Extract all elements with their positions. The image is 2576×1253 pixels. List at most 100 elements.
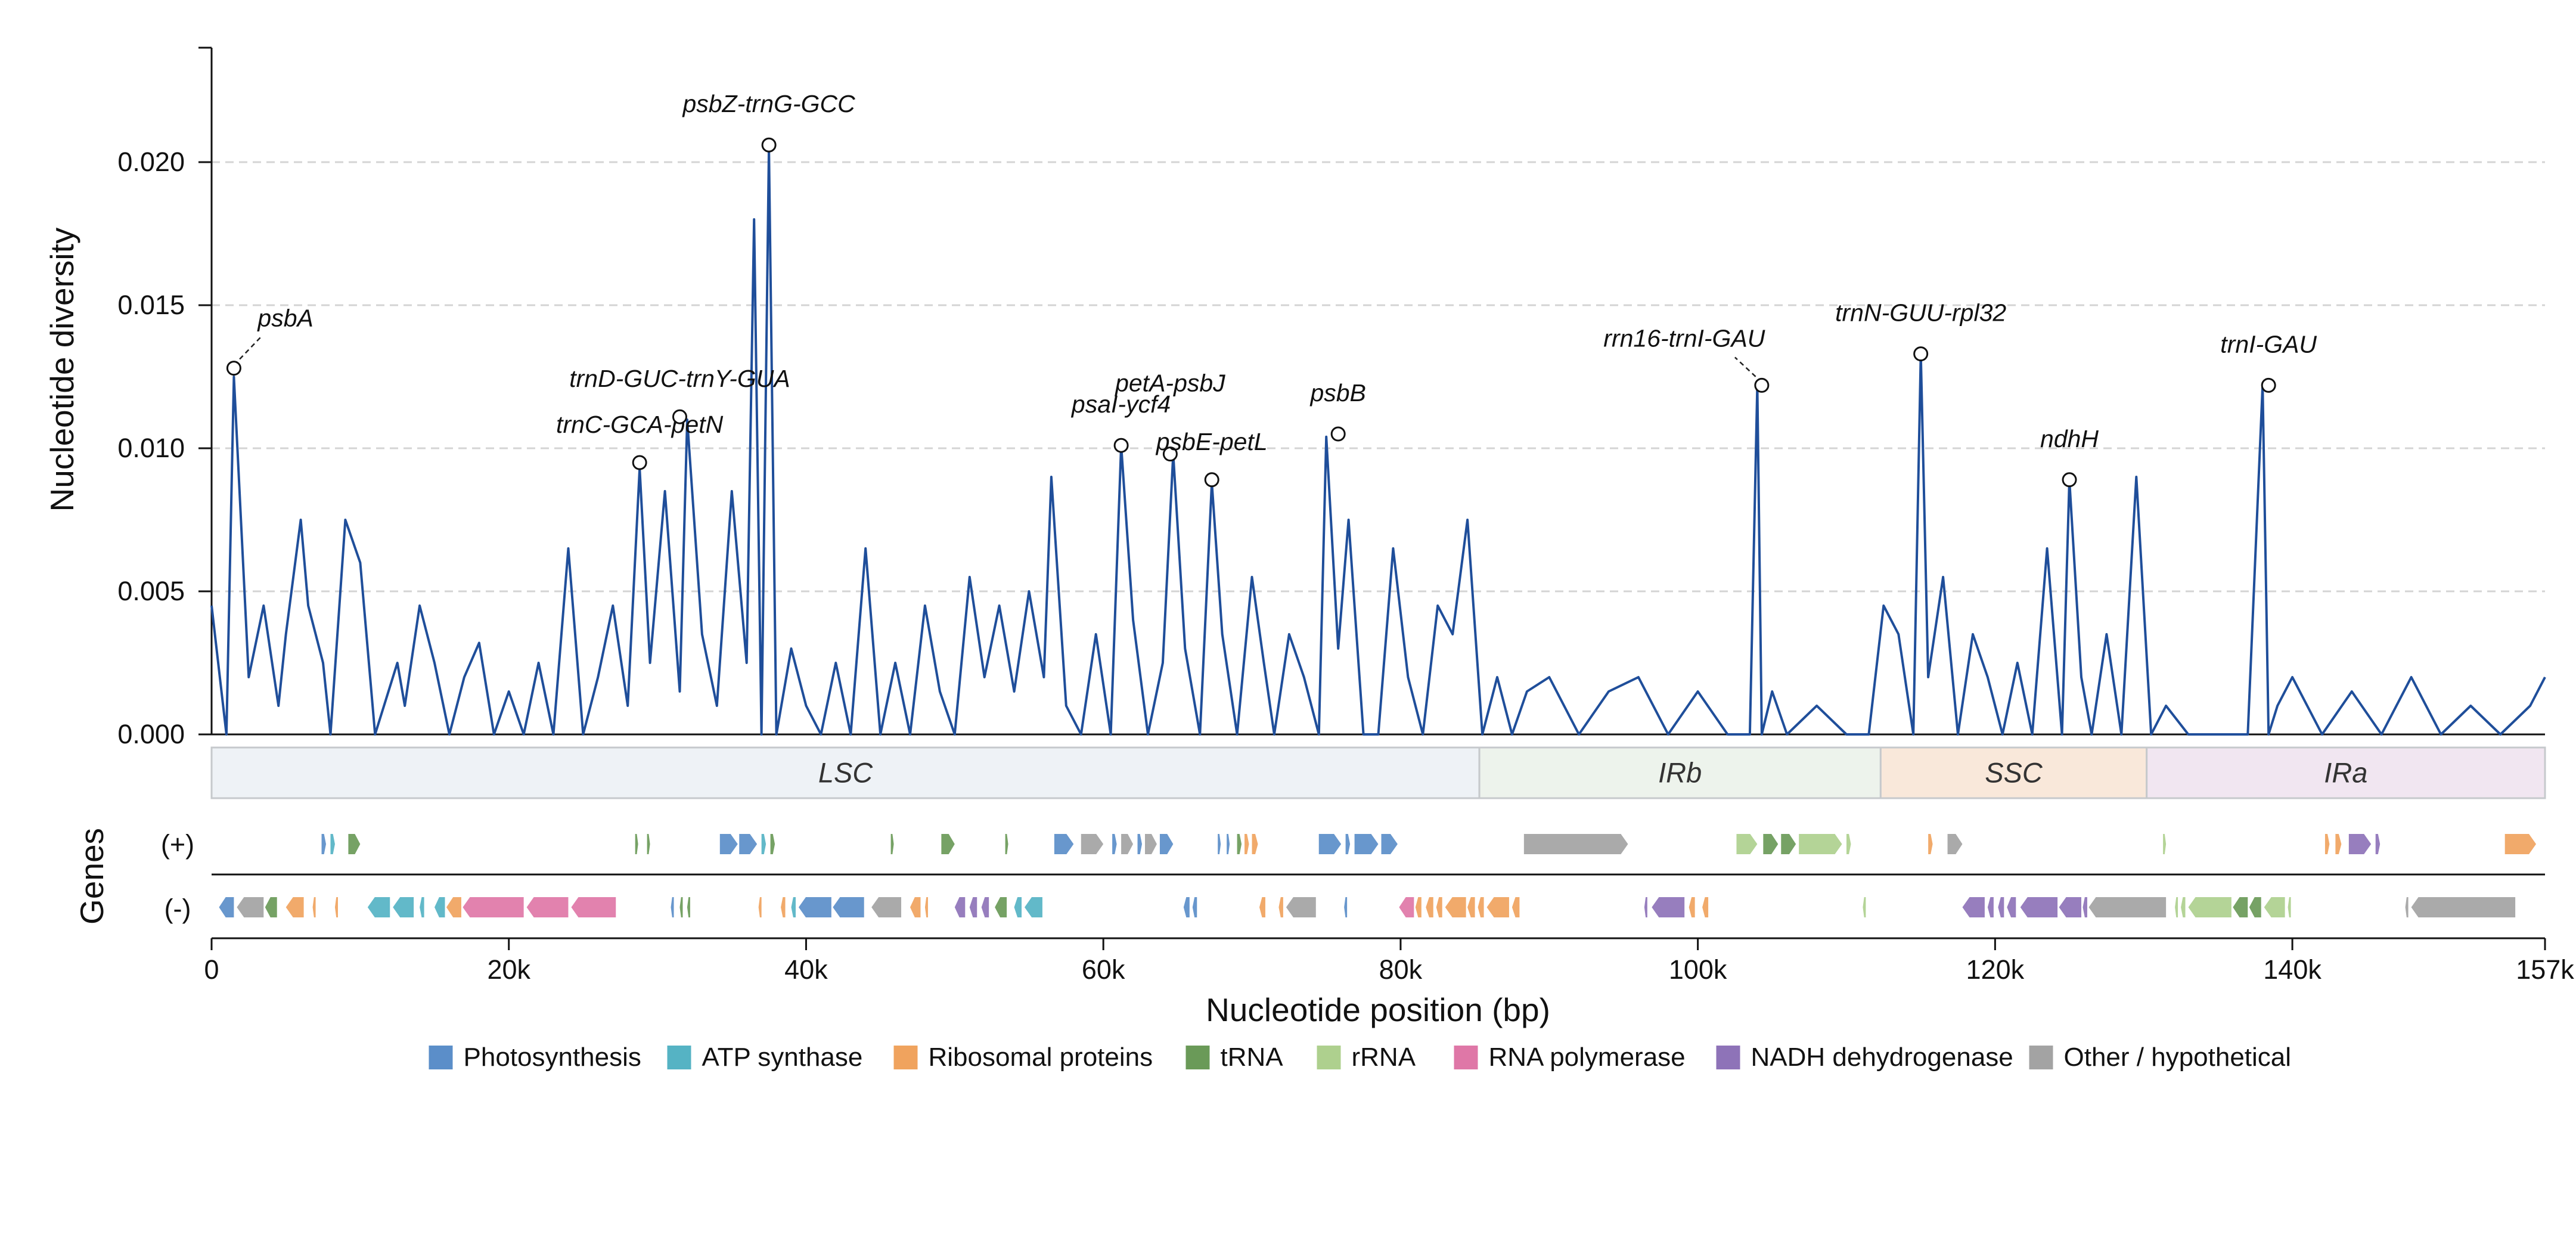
gene-arrow (312, 897, 316, 917)
legend-label: Other / hypothetical (2064, 1043, 2292, 1072)
gene-arrow (2348, 834, 2372, 854)
gene-arrow (2020, 897, 2058, 917)
gene-arrow (679, 897, 683, 917)
peak-leader-line (1734, 356, 1762, 383)
gene-arrow (1286, 897, 1316, 917)
gene-arrow (2504, 834, 2537, 854)
peak-marker (1113, 438, 1129, 453)
peak-annotations: psbA trnC-GCA-petN trnD-GUC-trnY-GUA psbZ-t… (226, 90, 2317, 488)
gene-arrow (1218, 834, 1221, 854)
peak-marker (1330, 426, 1346, 442)
x-tick-label: 157k (2516, 954, 2574, 985)
gene-arrow (2249, 897, 2261, 917)
legend-swatch (1716, 1046, 1740, 1069)
gene-arrow (871, 897, 902, 917)
gene-arrow (446, 897, 461, 917)
gene-arrow (1702, 897, 1709, 917)
gene-arrow (285, 897, 304, 917)
gene-arrow (719, 834, 738, 854)
x-axis-title: Nucleotide position (bp) (1206, 991, 1550, 1028)
gene-arrow (1512, 897, 1520, 917)
gene-arrow (1025, 897, 1042, 917)
y-axis-title: Nucleotide diversity (44, 227, 80, 511)
region-bar: LSC IRb SSC IRa (210, 746, 2546, 799)
gene-arrow (2082, 897, 2087, 917)
gene-arrow (1278, 897, 1283, 917)
gene-arrow (367, 897, 390, 917)
gene-arrow (1183, 897, 1190, 917)
gene-arrow (941, 834, 955, 854)
gene-arrow (571, 897, 616, 917)
peak-label: trnC-GCA-petN (556, 411, 724, 438)
axes: 0.000 0.005 0.010 0.015 0.020 0 20k 40k 60k 80k 10… (117, 46, 2574, 985)
legend-label: Photosynthesis (464, 1043, 641, 1072)
peak-marker (672, 409, 687, 424)
gene-arrow (1928, 834, 1933, 854)
gene-arrow (1354, 834, 1379, 854)
gene-arrow (1736, 834, 1758, 854)
gene-arrow (2335, 834, 2342, 854)
region-block (1879, 746, 2148, 799)
gene-arrow (1689, 897, 1695, 917)
gene-arrow (1523, 834, 1628, 854)
gene-arrow (969, 897, 977, 917)
gene-arrow (1846, 834, 1851, 854)
gene-arrow (833, 897, 864, 917)
legend-swatch (1185, 1046, 1210, 1069)
gene-arrow (2264, 897, 2285, 917)
legend-label: tRNA (1221, 1043, 1284, 1072)
region-block (2146, 746, 2546, 799)
peak-marker (2261, 377, 2276, 393)
gene-arrow (330, 834, 335, 854)
peak-leader-line (233, 336, 262, 366)
legend-label: Ribosomal proteins (929, 1043, 1153, 1072)
gene-arrow (2175, 897, 2178, 917)
peak-label: rrn16-trnI-GAU (1603, 324, 1765, 352)
peak-label: psbZ-trnG-GCC (681, 90, 855, 117)
gene-arrow (1259, 897, 1265, 917)
gene-arrow (770, 834, 775, 854)
gene-arrow (2088, 897, 2167, 917)
region-block (210, 746, 1481, 799)
x-tick-label: 40k (784, 954, 828, 985)
gene-arrow (1159, 834, 1174, 854)
x-tick-label: 120k (1966, 954, 2025, 985)
gene-arrow (1381, 834, 1398, 854)
gene-arrow (687, 897, 690, 917)
strand-plus-label: (+) (161, 829, 194, 860)
legend-label: NADH dehydrogenase (1751, 1043, 2013, 1072)
gene-arrow (1014, 897, 1022, 917)
gene-arrow (1244, 834, 1249, 854)
gene-arrow (2288, 897, 2291, 917)
gene-arrow (761, 834, 766, 854)
gene-arrow (1237, 834, 1242, 854)
legend-swatch (1317, 1046, 1341, 1069)
gene-arrow (1947, 834, 1963, 854)
gene-arrow (981, 897, 989, 917)
region-block (1478, 746, 1882, 799)
gene-arrow (1415, 897, 1422, 917)
gene-arrow (1987, 897, 1994, 917)
gene-arrow (219, 897, 234, 917)
gene-arrow (1863, 897, 1866, 917)
gene-arrow (237, 897, 264, 917)
gene-arrow (647, 834, 650, 854)
gene-arrow (1345, 834, 1351, 854)
x-tick-label: 0 (204, 954, 219, 985)
gene-arrow (995, 897, 1007, 917)
gene-arrow (420, 897, 424, 917)
strand-minus-label: (-) (165, 894, 191, 924)
peak-marker (226, 361, 241, 376)
gene-arrow (1399, 897, 1414, 917)
peak-marker (1162, 446, 1178, 462)
gene-arrow (1763, 834, 1779, 854)
gene-tracks (212, 834, 2545, 917)
y-tick-label: 0.015 (117, 290, 185, 320)
gene-arrow (954, 897, 966, 917)
gene-arrow (2324, 834, 2330, 854)
gene-arrow (1486, 897, 1509, 917)
gene-arrow (2405, 897, 2409, 917)
gene-arrow (2181, 897, 2186, 917)
legend-swatch (429, 1046, 453, 1069)
